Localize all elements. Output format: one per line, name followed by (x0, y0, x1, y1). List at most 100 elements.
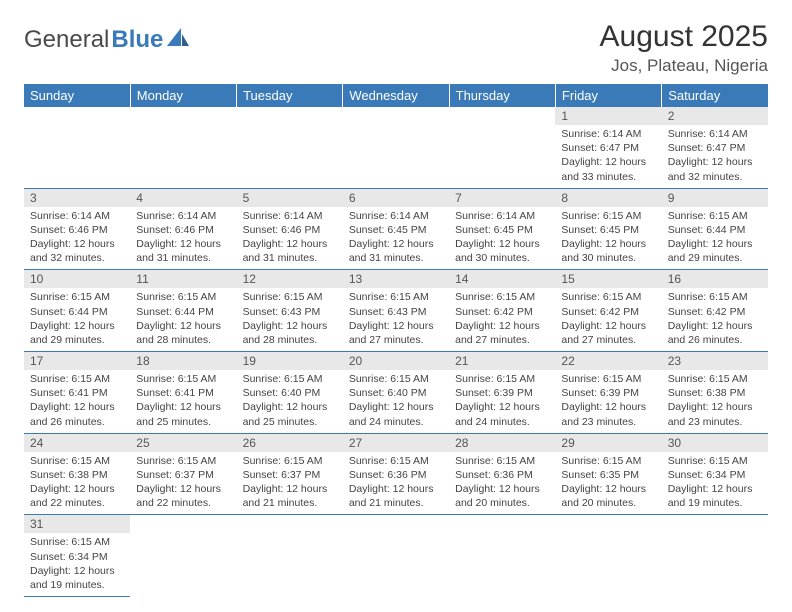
daylight-text-1: Daylight: 12 hours (243, 482, 337, 496)
daylight-text-1: Daylight: 12 hours (243, 400, 337, 414)
daylight-text-1: Daylight: 12 hours (455, 482, 549, 496)
daylight-text-1: Daylight: 12 hours (30, 564, 124, 578)
daylight-text-2: and 28 minutes. (243, 333, 337, 347)
sunset-text: Sunset: 6:44 PM (30, 305, 124, 319)
day-number: 21 (449, 352, 555, 370)
calendar-day-cell: 26Sunrise: 6:15 AMSunset: 6:37 PMDayligh… (237, 433, 343, 515)
sunset-text: Sunset: 6:39 PM (561, 386, 655, 400)
calendar-day-cell: 21Sunrise: 6:15 AMSunset: 6:39 PMDayligh… (449, 352, 555, 434)
daylight-text-2: and 32 minutes. (668, 170, 762, 184)
day-details: Sunrise: 6:15 AMSunset: 6:38 PMDaylight:… (662, 370, 768, 433)
calendar-day-cell: 1Sunrise: 6:14 AMSunset: 6:47 PMDaylight… (555, 107, 661, 188)
sunrise-text: Sunrise: 6:15 AM (349, 454, 443, 468)
daylight-text-1: Daylight: 12 hours (561, 237, 655, 251)
calendar-day-cell: 6Sunrise: 6:14 AMSunset: 6:45 PMDaylight… (343, 188, 449, 270)
sunrise-text: Sunrise: 6:15 AM (30, 535, 124, 549)
day-details: Sunrise: 6:15 AMSunset: 6:34 PMDaylight:… (662, 452, 768, 515)
sunset-text: Sunset: 6:41 PM (30, 386, 124, 400)
day-number: 3 (24, 189, 130, 207)
daylight-text-1: Daylight: 12 hours (668, 482, 762, 496)
calendar-day-cell: 5Sunrise: 6:14 AMSunset: 6:46 PMDaylight… (237, 188, 343, 270)
logo-text-1: General (24, 26, 109, 54)
calendar-empty-cell (237, 515, 343, 597)
daylight-text-1: Daylight: 12 hours (136, 400, 230, 414)
day-details: Sunrise: 6:15 AMSunset: 6:38 PMDaylight:… (24, 452, 130, 515)
calendar-day-cell: 23Sunrise: 6:15 AMSunset: 6:38 PMDayligh… (662, 352, 768, 434)
daylight-text-1: Daylight: 12 hours (30, 237, 124, 251)
day-details: Sunrise: 6:15 AMSunset: 6:45 PMDaylight:… (555, 207, 661, 270)
calendar-week-row: 10Sunrise: 6:15 AMSunset: 6:44 PMDayligh… (24, 270, 768, 352)
sunset-text: Sunset: 6:43 PM (243, 305, 337, 319)
calendar-week-row: 24Sunrise: 6:15 AMSunset: 6:38 PMDayligh… (24, 433, 768, 515)
calendar-day-cell: 4Sunrise: 6:14 AMSunset: 6:46 PMDaylight… (130, 188, 236, 270)
sunrise-text: Sunrise: 6:14 AM (349, 209, 443, 223)
calendar-day-cell: 22Sunrise: 6:15 AMSunset: 6:39 PMDayligh… (555, 352, 661, 434)
sunrise-text: Sunrise: 6:14 AM (136, 209, 230, 223)
daylight-text-1: Daylight: 12 hours (349, 237, 443, 251)
daylight-text-2: and 20 minutes. (455, 496, 549, 510)
daylight-text-1: Daylight: 12 hours (668, 237, 762, 251)
daylight-text-2: and 22 minutes. (136, 496, 230, 510)
calendar-week-row: 1Sunrise: 6:14 AMSunset: 6:47 PMDaylight… (24, 107, 768, 188)
daylight-text-2: and 26 minutes. (668, 333, 762, 347)
day-details: Sunrise: 6:15 AMSunset: 6:44 PMDaylight:… (130, 288, 236, 351)
sunrise-text: Sunrise: 6:15 AM (30, 454, 124, 468)
daylight-text-2: and 23 minutes. (668, 415, 762, 429)
calendar-day-cell: 10Sunrise: 6:15 AMSunset: 6:44 PMDayligh… (24, 270, 130, 352)
day-number: 23 (662, 352, 768, 370)
daylight-text-2: and 31 minutes. (243, 251, 337, 265)
calendar-empty-cell (449, 515, 555, 597)
day-details: Sunrise: 6:15 AMSunset: 6:37 PMDaylight:… (130, 452, 236, 515)
day-details: Sunrise: 6:15 AMSunset: 6:41 PMDaylight:… (130, 370, 236, 433)
daylight-text-2: and 29 minutes. (668, 251, 762, 265)
day-details: Sunrise: 6:14 AMSunset: 6:47 PMDaylight:… (555, 125, 661, 188)
calendar-day-cell: 25Sunrise: 6:15 AMSunset: 6:37 PMDayligh… (130, 433, 236, 515)
day-number: 10 (24, 270, 130, 288)
sunset-text: Sunset: 6:45 PM (561, 223, 655, 237)
sunrise-text: Sunrise: 6:15 AM (243, 454, 337, 468)
calendar-day-cell: 12Sunrise: 6:15 AMSunset: 6:43 PMDayligh… (237, 270, 343, 352)
weekday-header: Tuesday (237, 84, 343, 107)
calendar-day-cell: 30Sunrise: 6:15 AMSunset: 6:34 PMDayligh… (662, 433, 768, 515)
sunrise-text: Sunrise: 6:14 AM (561, 127, 655, 141)
daylight-text-2: and 23 minutes. (561, 415, 655, 429)
sunset-text: Sunset: 6:41 PM (136, 386, 230, 400)
day-details: Sunrise: 6:15 AMSunset: 6:42 PMDaylight:… (555, 288, 661, 351)
day-details: Sunrise: 6:15 AMSunset: 6:36 PMDaylight:… (343, 452, 449, 515)
daylight-text-2: and 25 minutes. (136, 415, 230, 429)
day-number: 6 (343, 189, 449, 207)
day-number: 25 (130, 434, 236, 452)
sunrise-text: Sunrise: 6:15 AM (668, 209, 762, 223)
calendar-day-cell: 15Sunrise: 6:15 AMSunset: 6:42 PMDayligh… (555, 270, 661, 352)
calendar-day-cell: 16Sunrise: 6:15 AMSunset: 6:42 PMDayligh… (662, 270, 768, 352)
weekday-header: Friday (555, 84, 661, 107)
sunset-text: Sunset: 6:34 PM (668, 468, 762, 482)
sunset-text: Sunset: 6:46 PM (30, 223, 124, 237)
day-details: Sunrise: 6:14 AMSunset: 6:47 PMDaylight:… (662, 125, 768, 188)
day-number: 4 (130, 189, 236, 207)
calendar-day-cell: 2Sunrise: 6:14 AMSunset: 6:47 PMDaylight… (662, 107, 768, 188)
day-number: 11 (130, 270, 236, 288)
sunrise-text: Sunrise: 6:15 AM (561, 372, 655, 386)
calendar-empty-cell (449, 107, 555, 188)
day-number: 1 (555, 107, 661, 125)
sunrise-text: Sunrise: 6:15 AM (136, 372, 230, 386)
day-details: Sunrise: 6:15 AMSunset: 6:41 PMDaylight:… (24, 370, 130, 433)
day-details: Sunrise: 6:14 AMSunset: 6:46 PMDaylight:… (24, 207, 130, 270)
calendar-day-cell: 17Sunrise: 6:15 AMSunset: 6:41 PMDayligh… (24, 352, 130, 434)
daylight-text-1: Daylight: 12 hours (561, 319, 655, 333)
daylight-text-2: and 31 minutes. (349, 251, 443, 265)
day-details: Sunrise: 6:14 AMSunset: 6:46 PMDaylight:… (130, 207, 236, 270)
calendar-day-cell: 27Sunrise: 6:15 AMSunset: 6:36 PMDayligh… (343, 433, 449, 515)
daylight-text-2: and 30 minutes. (561, 251, 655, 265)
daylight-text-1: Daylight: 12 hours (349, 482, 443, 496)
daylight-text-1: Daylight: 12 hours (455, 319, 549, 333)
day-details: Sunrise: 6:15 AMSunset: 6:42 PMDaylight:… (662, 288, 768, 351)
sunset-text: Sunset: 6:47 PM (668, 141, 762, 155)
sunset-text: Sunset: 6:42 PM (561, 305, 655, 319)
sunset-text: Sunset: 6:34 PM (30, 550, 124, 564)
daylight-text-1: Daylight: 12 hours (243, 319, 337, 333)
daylight-text-1: Daylight: 12 hours (349, 400, 443, 414)
sunrise-text: Sunrise: 6:15 AM (455, 290, 549, 304)
sunrise-text: Sunrise: 6:15 AM (30, 372, 124, 386)
